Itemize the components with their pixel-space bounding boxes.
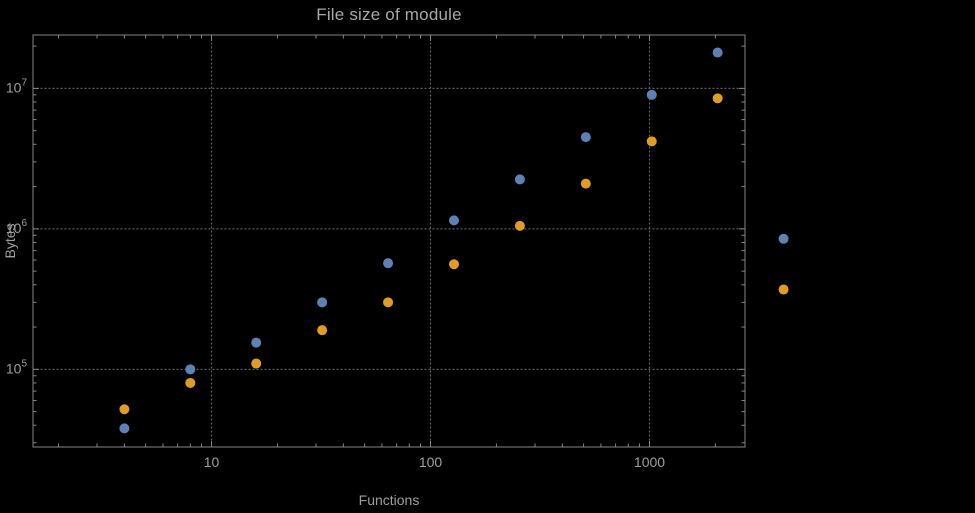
data-point-series-blue <box>185 364 196 375</box>
data-point-series-orange <box>119 404 130 415</box>
data-point-series-blue <box>646 89 657 100</box>
data-point-series-orange <box>580 178 591 189</box>
data-point-series-orange <box>317 325 328 336</box>
data-point-series-blue <box>712 47 723 58</box>
data-point-series-blue <box>448 215 459 226</box>
data-point-series-orange <box>646 136 657 147</box>
data-point-series-orange <box>778 284 789 295</box>
data-point-series-orange <box>448 259 459 270</box>
x-tick-label: 100 <box>419 454 443 470</box>
data-point-series-orange <box>514 220 525 231</box>
data-point-series-blue <box>251 337 262 348</box>
plot-frame <box>32 34 746 448</box>
y-tick-label: 105 <box>6 358 28 376</box>
x-tick-label: 10 <box>204 454 220 470</box>
data-point-series-orange <box>383 297 394 308</box>
y-tick-label: 107 <box>6 77 28 95</box>
data-point-series-blue <box>514 174 525 185</box>
data-point-series-orange <box>712 93 723 104</box>
data-point-series-blue <box>383 258 394 269</box>
x-tick-label: 1000 <box>634 454 665 470</box>
data-point-series-orange <box>251 358 262 369</box>
data-point-series-blue <box>317 297 328 308</box>
data-point-series-blue <box>119 423 130 434</box>
y-tick-label: 106 <box>6 218 28 236</box>
data-point-series-orange <box>185 377 196 388</box>
data-point-series-blue <box>778 233 789 244</box>
data-point-series-blue <box>580 132 591 143</box>
x-axis-label: Functions <box>358 492 420 508</box>
chart-title: File size of module <box>316 5 462 24</box>
